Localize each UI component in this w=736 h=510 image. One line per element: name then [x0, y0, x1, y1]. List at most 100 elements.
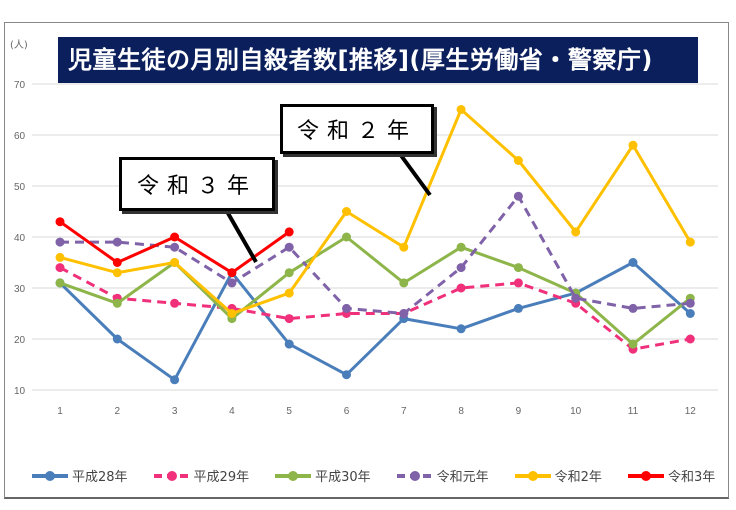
x-tick-label: 2 [115, 406, 121, 417]
data-point [170, 298, 180, 308]
x-tick-label: 7 [401, 406, 407, 417]
data-point [55, 263, 65, 273]
x-tick-label: 4 [229, 406, 235, 417]
data-point [399, 309, 409, 318]
legend-item: 令和3年 [626, 466, 715, 485]
callout-pointer [223, 207, 258, 263]
x-tick-label: 12 [685, 406, 697, 417]
data-point [112, 334, 122, 344]
legend-item: 令和元年 [395, 466, 489, 485]
data-point [227, 268, 237, 278]
data-point [112, 298, 122, 308]
legend-label: 平成30年 [315, 470, 371, 485]
data-point [227, 278, 237, 288]
series-line [59, 235, 692, 346]
data-point [628, 303, 638, 313]
legend-marker-icon [514, 470, 551, 481]
y-tick-label: 50 [14, 182, 26, 193]
annotation-reiwa2: 令和２年 [280, 104, 434, 154]
data-point [112, 237, 122, 247]
data-point [55, 217, 65, 227]
x-tick-label: 1 [57, 406, 63, 417]
data-point [170, 258, 180, 267]
legend-label: 平成29年 [193, 470, 250, 485]
data-point [170, 232, 180, 242]
chart-title: 児童生徒の月別自殺者数[推移](厚生労働省・警察庁) [58, 37, 698, 83]
data-point [284, 288, 294, 298]
data-point [685, 237, 695, 247]
y-axis-unit: (人) [10, 40, 28, 51]
legend-label: 令和3年 [667, 470, 716, 485]
data-point [55, 252, 65, 262]
callout-pointer [395, 148, 432, 197]
annotation-reiwa3: 令和３年 [119, 157, 275, 211]
x-tick-label: 6 [344, 406, 350, 417]
y-tick-label: 30 [14, 284, 26, 295]
data-point [284, 314, 294, 324]
legend-label: 令和2年 [554, 470, 602, 485]
legend-marker-icon [32, 470, 68, 481]
data-point [284, 339, 294, 349]
legend-marker-icon [275, 470, 312, 481]
data-point [513, 278, 523, 288]
data-point [456, 283, 466, 293]
data-point [227, 309, 237, 318]
data-point [513, 263, 523, 273]
y-tick-label: 10 [14, 386, 26, 397]
data-point [342, 370, 351, 380]
y-tick-label: 70 [14, 80, 26, 91]
x-tick-label: 3 [172, 406, 178, 417]
x-tick-label: 11 [628, 406, 639, 417]
data-point [284, 268, 294, 278]
legend-label: 令和元年 [436, 470, 489, 485]
data-point [571, 227, 581, 237]
legend: 平成28年 平成29年 平成30年 令和元年 令和2年 令和3年 [30, 466, 715, 485]
data-point [170, 242, 180, 252]
data-point [685, 298, 695, 308]
x-tick-label: 9 [516, 406, 522, 417]
chart-frame [4, 22, 729, 499]
data-point [284, 242, 294, 252]
y-tick-label: 60 [14, 131, 26, 142]
series-line [59, 266, 691, 351]
legend-marker-icon [627, 470, 664, 481]
legend-item: 令和2年 [513, 466, 602, 485]
data-point [628, 258, 638, 267]
series-line [58, 261, 692, 382]
data-point [685, 309, 695, 318]
data-point [399, 242, 409, 252]
legend-marker-icon [396, 470, 433, 481]
data-point [513, 156, 523, 165]
x-tick-label: 10 [570, 406, 582, 417]
legend-label: 平成28年 [72, 470, 128, 485]
data-point [112, 258, 122, 267]
data-point [284, 227, 294, 237]
data-point [456, 263, 466, 273]
data-point [342, 232, 351, 242]
legend-item: 平成29年 [152, 466, 250, 485]
data-point [342, 207, 351, 216]
series-line [60, 194, 691, 315]
legend-marker-icon [153, 470, 190, 481]
x-tick-label: 5 [286, 406, 292, 417]
y-tick-label: 40 [14, 233, 26, 244]
data-point [513, 303, 523, 313]
data-point [628, 339, 638, 349]
data-point [456, 324, 466, 334]
series-line [59, 108, 692, 315]
legend-item: 平成28年 [30, 466, 128, 485]
data-point [513, 191, 523, 201]
data-point [112, 268, 122, 278]
data-point [628, 140, 638, 150]
data-point [55, 278, 65, 288]
data-point [55, 237, 65, 247]
data-point [456, 242, 466, 252]
data-point [399, 278, 409, 288]
x-tick-label: 8 [458, 406, 464, 417]
y-tick-label: 20 [14, 335, 26, 346]
data-point [456, 105, 466, 114]
data-point [685, 334, 695, 344]
data-point [342, 303, 351, 313]
